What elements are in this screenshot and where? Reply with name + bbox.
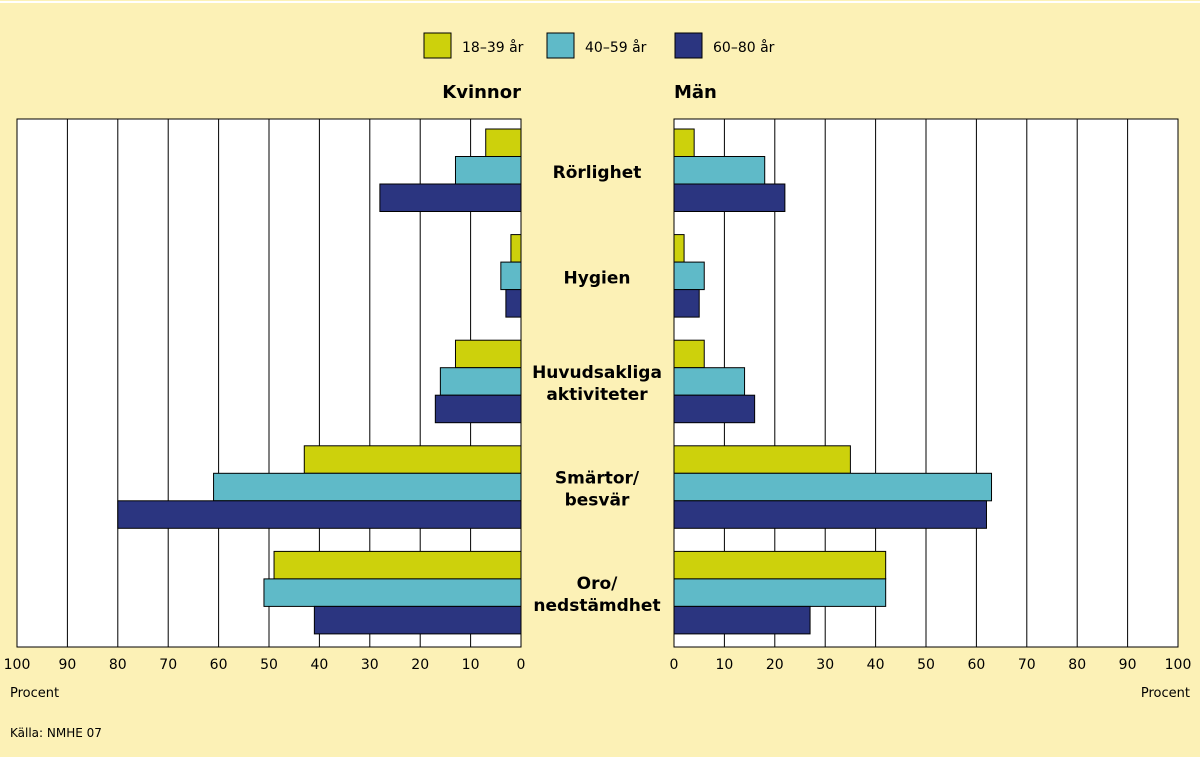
category-label-line: nedstämdhet	[533, 596, 660, 616]
source-note: Källa: NMHE 07	[10, 726, 102, 740]
tick-label-kvinnor-60: 60	[210, 657, 228, 673]
category-label-line: Rörlighet	[553, 163, 642, 183]
legend-swatch-40-59-r	[546, 32, 575, 59]
tick-label-m-n-0: 0	[670, 657, 679, 673]
legend: 18–39 år 40–59 år 60–80 år	[423, 32, 775, 59]
category-label-line: aktiviteter	[546, 385, 648, 405]
tick-label-m-n-30: 30	[816, 657, 834, 673]
legend-swatch-18-39-r	[423, 32, 452, 59]
bar-m-n-18-39-r-sm-rtor-besv-r	[673, 445, 851, 474]
panel-title-m-n: Män	[674, 82, 717, 103]
tick-label-m-n-40: 40	[867, 657, 885, 673]
bar-kvinnor-40-59-r-huvudsakliga-aktiviteter	[439, 367, 522, 396]
bar-m-n-40-59-r-sm-rtor-besv-r	[673, 472, 993, 502]
bar-kvinnor-60-80-r-huvudsakliga-aktiviteter	[434, 394, 522, 424]
bar-m-n-60-80-r-huvudsakliga-aktiviteter	[673, 394, 756, 424]
bar-kvinnor-18-39-r-huvudsakliga-aktiviteter	[454, 339, 522, 369]
bar-m-n-18-39-r-oro-nedst-mdhet	[673, 550, 887, 580]
bar-kvinnor-40-59-r-sm-rtor-besv-r	[213, 472, 522, 502]
tick-label-m-n-60: 60	[967, 657, 985, 673]
bar-kvinnor-60-80-r-oro-nedst-mdhet	[313, 605, 522, 635]
category-label-line: Smärtor/	[555, 469, 640, 489]
legend-swatch-60-80-r	[674, 32, 703, 59]
tick-label-m-n-50: 50	[917, 657, 935, 673]
tick-label-kvinnor-70: 70	[159, 657, 177, 673]
tick-label-kvinnor-0: 0	[517, 657, 526, 673]
bar-kvinnor-18-39-r-hygien	[510, 234, 522, 263]
tick-label-kvinnor-50: 50	[260, 657, 278, 673]
bar-kvinnor-40-59-r-oro-nedst-mdhet	[263, 578, 522, 607]
category-labels: Rörlighet Hygien Huvudsakliga aktiviteter Sm…	[532, 163, 662, 616]
bar-kvinnor-18-39-r-r-rlighet	[485, 128, 522, 157]
axis-label-m-n: Procent	[1141, 686, 1190, 701]
category-label-line: besvär	[565, 491, 630, 511]
tick-label-m-n-80: 80	[1068, 657, 1086, 673]
tick-label-m-n-20: 20	[766, 657, 784, 673]
tick-label-m-n-10: 10	[715, 657, 733, 673]
panel-man: 0 10 20 30 40 50 60 70 80 90 100 Män Procent	[670, 82, 1192, 701]
legend-label-18-39-r: 18–39 år	[462, 39, 524, 56]
bar-kvinnor-60-80-r-sm-rtor-besv-r	[117, 500, 522, 529]
bar-m-n-40-59-r-oro-nedst-mdhet	[673, 578, 887, 607]
legend-label-60-80-r: 60–80 år	[713, 39, 775, 56]
tick-label-kvinnor-80: 80	[109, 657, 127, 673]
tick-label-kvinnor-30: 30	[361, 657, 379, 673]
category-label-r-rlighet: Rörlighet	[553, 163, 642, 183]
tick-label-kvinnor-100: 100	[4, 657, 31, 673]
bar-m-n-40-59-r-r-rlighet	[673, 156, 766, 185]
category-label-hygien: Hygien	[564, 268, 631, 288]
bar-m-n-60-80-r-sm-rtor-besv-r	[673, 500, 987, 529]
tick-label-kvinnor-90: 90	[58, 657, 76, 673]
bar-m-n-18-39-r-r-rlighet	[673, 128, 695, 157]
panel-kvinnor: 0 10 20 30 40 50 60 70 80 90 100 Kvinnor Procent	[4, 82, 526, 701]
bar-m-n-40-59-r-huvudsakliga-aktiviteter	[673, 367, 746, 396]
category-label-line: Hygien	[564, 268, 631, 288]
axis-label-kvinnor: Procent	[10, 686, 59, 701]
category-label-line: Huvudsakliga	[532, 363, 662, 383]
category-label-line: Oro/	[577, 574, 619, 594]
tick-label-m-n-100: 100	[1165, 657, 1192, 673]
tick-label-kvinnor-40: 40	[310, 657, 328, 673]
bar-m-n-18-39-r-hygien	[673, 234, 685, 263]
bar-m-n-60-80-r-hygien	[673, 289, 700, 318]
bar-m-n-60-80-r-r-rlighet	[673, 183, 786, 212]
bar-kvinnor-40-59-r-r-rlighet	[454, 156, 522, 185]
panel-title-kvinnor: Kvinnor	[442, 82, 521, 103]
tick-label-m-n-90: 90	[1119, 657, 1137, 673]
bar-kvinnor-18-39-r-oro-nedst-mdhet	[273, 550, 522, 580]
category-label-sm-rtor-besv-r: Smärtor/besvär	[555, 469, 640, 511]
tick-label-m-n-70: 70	[1018, 657, 1036, 673]
bar-m-n-60-80-r-oro-nedst-mdhet	[673, 605, 811, 635]
tick-label-kvinnor-20: 20	[411, 657, 429, 673]
tick-label-kvinnor-10: 10	[462, 657, 480, 673]
bar-m-n-40-59-r-hygien	[673, 261, 705, 291]
bar-kvinnor-60-80-r-r-rlighet	[379, 183, 522, 212]
category-label-huvudsakliga-aktiviteter: Huvudsakliga aktiviteter	[532, 363, 662, 405]
legend-label-40-59-r: 40–59 år	[585, 39, 647, 56]
category-label-oro-nedst-mdhet: Oro/nedstämdhet	[533, 574, 660, 616]
bar-kvinnor-40-59-r-hygien	[500, 261, 522, 291]
bar-kvinnor-18-39-r-sm-rtor-besv-r	[303, 445, 522, 474]
bar-m-n-18-39-r-huvudsakliga-aktiviteter	[673, 339, 705, 369]
bar-kvinnor-60-80-r-hygien	[505, 289, 522, 318]
